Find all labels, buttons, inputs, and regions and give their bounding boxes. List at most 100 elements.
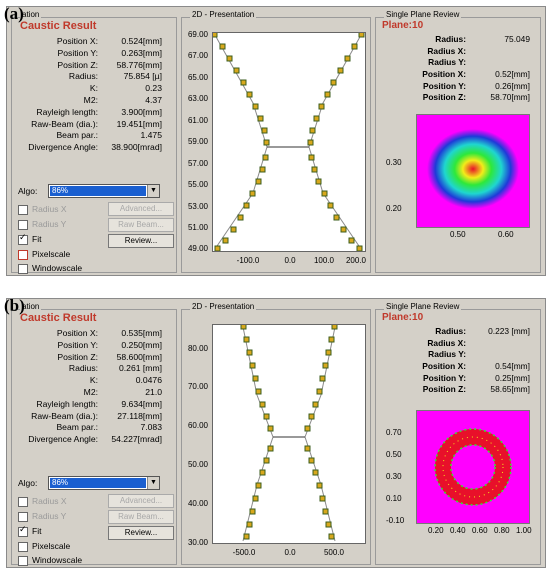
pixelscale-checkbox[interactable]: Pixelscale xyxy=(18,541,70,552)
y-tick-label: 67.00 xyxy=(187,51,208,60)
result-row: Divergence Angle: 38.900[mrad] xyxy=(28,142,162,153)
review-button[interactable]: Review... xyxy=(108,234,174,248)
result-row: Position X: 0.524[mm] xyxy=(56,36,162,46)
review-button[interactable]: Review... xyxy=(108,526,174,540)
result-row: Position Y: 0.263[mm] xyxy=(57,47,162,58)
algo-control: Algo: 86% ▼ xyxy=(18,476,160,490)
result-row: K: 0.23 xyxy=(89,83,162,94)
pixelscale-checkbox[interactable]: Pixelscale xyxy=(18,249,70,260)
algo-value: 86% xyxy=(50,478,146,488)
y-tick-label: 60.00 xyxy=(187,421,208,430)
caustic-plot-svg xyxy=(240,325,338,542)
review-rows: Radius: 75.049 Radius X: Radius Y: Positi… xyxy=(382,34,534,104)
caustic-plot xyxy=(212,324,366,544)
raw-beam-button[interactable]: Raw Beam... xyxy=(108,510,174,524)
fit-checkbox[interactable]: Fit xyxy=(18,232,41,245)
x-tick-label: -500.0 xyxy=(232,548,256,557)
caustic-plot xyxy=(212,32,366,252)
x-tick-label: 0.0 xyxy=(284,548,296,557)
result-row: Rayleigh length: 9.634[mm] xyxy=(36,398,162,409)
checkbox-icon xyxy=(18,511,28,522)
single-plane-review-group: Single Plane Review Plane:10 Radius: 0.22… xyxy=(375,302,541,565)
checkbox-icon xyxy=(18,204,28,215)
review-row: Radius X: xyxy=(427,337,466,348)
review-row: Radius X: xyxy=(427,45,466,56)
radius-x-checkbox[interactable]: Radius X xyxy=(18,496,67,507)
x-tick-label: 0.20 xyxy=(428,526,444,535)
y-tick-label: 0.70 xyxy=(386,428,402,437)
y-tick-label: 70.00 xyxy=(187,382,208,391)
chevron-down-icon[interactable]: ▼ xyxy=(147,477,159,489)
algo-value: 86% xyxy=(50,186,146,196)
algo-select[interactable]: 86% ▼ xyxy=(48,476,160,490)
checkbox-icon xyxy=(18,496,28,507)
panel-b: (b) ation Caustic Result Position X: 0.53… xyxy=(0,292,550,572)
panel-label: (b) xyxy=(4,296,25,315)
y-tick-label: 80.00 xyxy=(187,344,208,353)
caustic-plot-svg xyxy=(213,33,365,251)
review-row: Radius Y: xyxy=(428,57,466,68)
checkbox-icon xyxy=(18,219,28,230)
result-row: Position Z: 58.600[mm] xyxy=(57,351,162,362)
y-tick-label: 0.10 xyxy=(386,494,402,503)
review-row: Position Y: 0.26[mm] xyxy=(423,80,530,91)
y-tick-label: 69.00 xyxy=(187,30,208,39)
result-rows: Position X: 0.524[mm] Position Y: 0.263[mm… xyxy=(16,36,166,154)
y-tick-label: -0.10 xyxy=(386,516,405,525)
y-tick-label: 0.30 xyxy=(386,158,402,167)
y-tick-label: 63.00 xyxy=(187,94,208,103)
y-tick-label: 59.00 xyxy=(187,137,208,146)
checkbox-icon xyxy=(18,263,28,274)
checkbox-icon xyxy=(18,249,28,260)
checkbox-icon xyxy=(18,555,28,566)
radius-x-checkbox[interactable]: Radius X xyxy=(18,204,67,215)
y-tick-label: 49.00 xyxy=(187,244,208,253)
x-tick-label: 0.0 xyxy=(284,256,296,265)
advanced-button[interactable]: Advanced... xyxy=(108,202,174,216)
x-tick-label: 0.60 xyxy=(498,230,514,239)
review-row: Position Z: 58.70[mm] xyxy=(422,92,530,103)
beam-profile-heatmap xyxy=(416,410,530,524)
group-title: ation xyxy=(20,10,42,19)
y-tick-label: 65.00 xyxy=(187,73,208,82)
review-row: Position X: 0.54[mm] xyxy=(422,361,530,372)
raw-beam-button[interactable]: Raw Beam... xyxy=(108,218,174,232)
checkbox-icon xyxy=(18,541,28,552)
windowscale-checkbox[interactable]: Windowscale xyxy=(18,263,82,274)
presentation-group: 2D - Presentation 80.00 70.00 60.00 50.0… xyxy=(181,302,371,565)
result-row: Raw-Beam (dia.): 27.118[mm] xyxy=(31,410,162,421)
radius-y-checkbox[interactable]: Radius Y xyxy=(18,219,66,230)
result-row: Beam par.: 7.083 xyxy=(56,422,162,433)
y-tick-label: 0.20 xyxy=(386,204,402,213)
result-row: Position Z: 58.776[mm] xyxy=(57,59,162,70)
result-row: Raw-Beam (dia.): 19.451[mm] xyxy=(31,118,162,129)
review-row: Radius: 75.049 xyxy=(435,34,530,44)
group-title: 2D - Presentation xyxy=(190,10,257,19)
algo-select[interactable]: 86% ▼ xyxy=(48,184,160,198)
x-tick-label: 0.40 xyxy=(450,526,466,535)
windowscale-checkbox[interactable]: Windowscale xyxy=(18,555,82,566)
review-row: Position Z: 58.65[mm] xyxy=(422,384,530,395)
x-tick-label: 1.00 xyxy=(516,526,532,535)
x-tick-label: -100.0 xyxy=(236,256,260,265)
fit-checkbox[interactable]: Fit xyxy=(18,524,41,537)
panel-a: (a) ation Caustic Result Position X: 0.52… xyxy=(0,0,550,280)
advanced-button[interactable]: Advanced... xyxy=(108,494,174,508)
group-title: Single Plane Review xyxy=(384,302,462,311)
result-row: Radius: 0.261 [mm] xyxy=(68,363,162,374)
caustic-result-group: ation Caustic Result Position X: 0.535[mm… xyxy=(11,302,177,566)
x-tick-label: 200.0 xyxy=(345,256,367,265)
group-title: Single Plane Review xyxy=(384,10,462,19)
result-row: Beam par.: 1.475 xyxy=(56,130,162,141)
y-tick-label: 50.00 xyxy=(187,460,208,469)
x-tick-label: 0.50 xyxy=(450,230,466,239)
result-row: Position X: 0.535[mm] xyxy=(56,328,162,338)
radius-y-checkbox[interactable]: Radius Y xyxy=(18,511,66,522)
result-row: K: 0.0476 xyxy=(89,375,162,386)
chevron-down-icon[interactable]: ▼ xyxy=(147,185,159,197)
app-window: ation Caustic Result Position X: 0.535[mm… xyxy=(6,298,546,568)
review-row: Radius Y: xyxy=(428,349,466,360)
result-row: Radius: 75.854 [µ] xyxy=(68,71,162,82)
y-tick-label: 0.30 xyxy=(386,472,402,481)
caustic-result-group: ation Caustic Result Position X: 0.524[mm… xyxy=(11,10,177,274)
